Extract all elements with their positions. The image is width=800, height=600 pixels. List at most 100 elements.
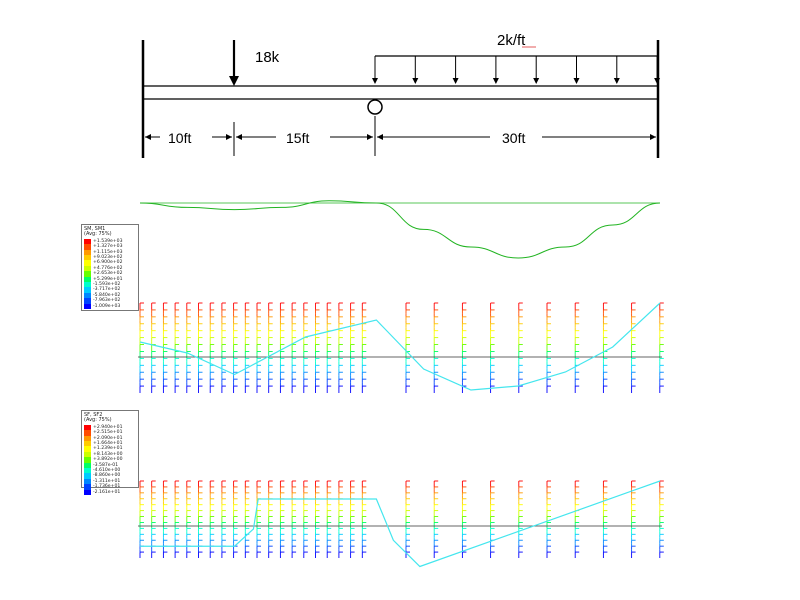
legend-row: -2.161e+01 <box>84 489 136 495</box>
legend-swatch <box>84 254 91 261</box>
legend-value: -5.840e+02 <box>93 292 121 298</box>
legend-row: +2.090e+01 <box>84 435 136 441</box>
contour-tick-column <box>291 480 297 558</box>
legend-row: -3.587e-01 <box>84 462 136 468</box>
contour-tick-column <box>233 302 238 393</box>
moment-legend-scale: +1.539e+03 +1.327e+03 +1.115e+03 +9.023e+02… <box>82 238 138 311</box>
legend-swatch <box>84 484 91 490</box>
shear-legend-scale: +2.940e+01 +2.515e+01 +2.090e+01 +1.664e+01… <box>82 424 138 497</box>
distributed-load-arrow <box>533 56 540 84</box>
contour-tick-column <box>518 302 523 393</box>
legend-value: +1.115e+03 <box>93 249 123 255</box>
distributed-load-arrow <box>372 56 378 84</box>
contour-tick-column <box>602 302 608 393</box>
legend-value: +5.299e+01 <box>93 276 123 282</box>
legend-swatch <box>84 265 91 272</box>
contour-tick-column <box>518 480 523 558</box>
contour-tick-column <box>209 302 215 393</box>
legend-row: -5.840e+02 <box>84 292 136 299</box>
deflected-shape-plot <box>139 200 661 259</box>
legend-swatch <box>84 249 91 255</box>
legend-value: +6.900e+02 <box>93 260 123 266</box>
legend-row: -1.593e+02 <box>84 281 136 288</box>
span-label-30ft: 30ft <box>502 130 525 146</box>
legend-value: +1.239e+01 <box>93 446 123 452</box>
contour-tick-column <box>361 480 367 558</box>
distributed-load-arrow <box>452 56 459 84</box>
moment-legend-title: SM, SM1 <box>84 226 106 232</box>
contour-tick-column <box>279 480 285 558</box>
legend-row: +5.299e+01 <box>84 276 136 282</box>
distributed-load-arrow <box>412 56 419 84</box>
legend-swatch <box>84 489 91 495</box>
contour-tick-column <box>315 480 320 558</box>
span-label-10ft: 10ft <box>168 130 191 146</box>
contour-tick-column <box>574 480 580 558</box>
span-label-15ft: 15ft <box>286 130 309 146</box>
contour-tick-column <box>256 302 261 393</box>
legend-row: +1.664e+01 <box>84 440 136 447</box>
legend-swatch <box>84 260 91 266</box>
legend-row: +1.327e+03 <box>84 244 136 250</box>
distributed-load-arrow <box>613 56 620 84</box>
contour-tick-column <box>490 302 495 393</box>
legend-swatch <box>84 430 91 436</box>
legend-row: +3.892e+00 <box>84 457 136 463</box>
legend-row: -7.963e+02 <box>84 298 136 304</box>
legend-value: -4.610e+00 <box>93 467 121 473</box>
legend-swatch <box>84 446 91 452</box>
contour-tick-column <box>244 302 250 393</box>
legend-value: -7.963e+02 <box>93 298 121 304</box>
legend-value: -1.736e+01 <box>93 484 121 490</box>
contour-tick-column <box>151 480 156 558</box>
legend-value: +3.892e+00 <box>93 457 123 463</box>
legend-row: +1.239e+01 <box>84 446 136 452</box>
contour-tick-column <box>268 302 273 393</box>
contour-tick-column <box>139 302 144 393</box>
legend-swatch <box>84 292 91 299</box>
contour-tick-column <box>315 302 320 393</box>
moment-contour-ticks <box>139 302 664 393</box>
contour-tick-column <box>221 302 226 393</box>
contour-tick-column <box>233 480 238 558</box>
contour-tick-column <box>602 480 608 558</box>
legend-value: -1.593e+02 <box>93 281 121 287</box>
shear-curve <box>140 480 661 568</box>
legend-row: +2.653e+02 <box>84 271 136 277</box>
contour-tick-column <box>433 480 439 558</box>
legend-row: -3.717e+02 <box>84 287 136 293</box>
contour-tick-column <box>405 302 410 393</box>
legend-row: -1.009e+03 <box>84 303 136 309</box>
legend-row: +2.515e+01 <box>84 430 136 436</box>
contour-tick-column <box>338 480 343 558</box>
point-load-label: 18k <box>255 49 280 66</box>
legend-swatch <box>84 238 91 245</box>
contour-tick-column <box>268 480 273 558</box>
contour-tick-column <box>174 302 180 393</box>
distributed-load-arrow <box>492 56 499 84</box>
legend-value: +8.143e+00 <box>93 451 123 457</box>
contour-tick-column <box>303 480 308 558</box>
contour-tick-column <box>198 302 203 393</box>
shear-legend-avg: (Avg: 75%) <box>84 417 112 424</box>
legend-swatch <box>84 462 91 468</box>
legend-swatch <box>84 287 91 293</box>
contour-tick-column <box>303 302 308 393</box>
shear-legend-title: SF, SF2 <box>84 412 103 418</box>
legend-value: -2.161e+01 <box>93 489 121 495</box>
hinge-icon <box>367 99 383 115</box>
contour-tick-column <box>574 302 580 393</box>
moment-legend-avg: (Avg: 75%) <box>84 231 112 238</box>
contour-tick-column <box>326 480 332 558</box>
contour-tick-column <box>338 302 343 393</box>
shear-legend: SF, SF2 (Avg: 75%) +2.940e+01 +2.515e+01 +… <box>81 410 139 495</box>
legend-row: +4.776e+02 <box>84 265 136 272</box>
dimension-lines <box>145 116 656 156</box>
legend-value: -1.009e+03 <box>93 303 121 309</box>
legend-value: +2.515e+01 <box>93 430 123 436</box>
moment-legend: SM, SM1 (Avg: 75%) +1.539e+03 +1.327e+03 +… <box>81 224 139 311</box>
contour-tick-column <box>244 480 250 558</box>
contour-tick-column <box>350 480 355 558</box>
legend-value: +2.090e+01 <box>93 435 123 441</box>
legend-value: -1.311e+01 <box>93 478 121 484</box>
